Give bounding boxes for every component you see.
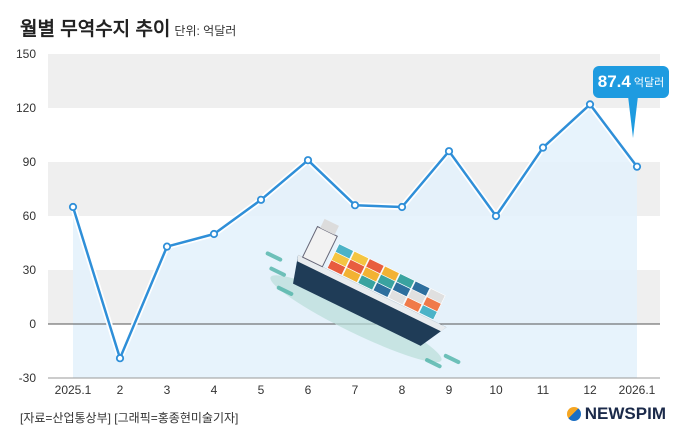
ship-bridge (301, 225, 338, 268)
x-tick-label: 10 (489, 383, 503, 397)
cargo-container (411, 280, 431, 297)
x-tick-label: 8 (399, 383, 406, 397)
area-fill (73, 104, 637, 379)
data-point (115, 354, 125, 363)
data-point (397, 202, 407, 212)
data-point (444, 147, 454, 156)
cargo-container (350, 250, 370, 267)
ship-wave-dash (265, 251, 283, 262)
cargo-container (334, 243, 354, 260)
cargo-container (426, 288, 446, 305)
ship-wave-dash (276, 285, 294, 296)
ship-wave-dash (425, 358, 442, 369)
y-tick-label: 150 (16, 47, 36, 61)
logo-text: NEWSPIM (584, 404, 666, 423)
x-tick-label: 2 (117, 383, 124, 397)
last-value-callout: 87.4 억달러 (593, 66, 669, 98)
cargo-container (380, 265, 400, 282)
cargo-container (395, 273, 416, 290)
source-credit: [자료=산업통상부] [그래픽=홍종현미술기자] (20, 411, 239, 425)
chart-title: 월별 무역수지 추이 단위: 억달러 (20, 14, 236, 41)
x-tick-label: 6 (305, 383, 312, 397)
y-tick-label: 0 (29, 317, 36, 331)
x-tick-label: 7 (352, 383, 359, 397)
x-tick-label: 2026.1 (619, 383, 656, 397)
x-tick-label: 11 (537, 383, 550, 397)
newspim-logo: NEWSPIM (566, 404, 666, 424)
x-tick-label: 12 (583, 383, 597, 397)
y-tick-label: -30 (19, 371, 37, 385)
ship-wave-dash (443, 353, 461, 365)
data-point (303, 156, 313, 165)
ship-wave-dash (269, 266, 286, 277)
cargo-ship-illustration (265, 218, 461, 369)
data-point (585, 100, 595, 109)
callout-tail (628, 96, 638, 138)
data-point (350, 201, 360, 210)
data-point (256, 195, 266, 204)
callout-unit: 억달러 (633, 77, 665, 89)
data-point (538, 143, 548, 152)
y-tick-label: 60 (23, 209, 37, 223)
x-tick-label: 9 (446, 383, 453, 397)
y-tick-label: 120 (16, 101, 36, 115)
data-point (68, 202, 78, 212)
ship-wake (270, 275, 442, 363)
y-tick-label: 90 (23, 155, 37, 169)
ship-deck-edge (297, 254, 447, 332)
data-point (491, 211, 501, 221)
x-tick-label: 5 (258, 383, 265, 397)
logo-icon (566, 407, 581, 421)
data-point (632, 162, 642, 171)
unit-label: 단위: 억달러 (174, 24, 237, 38)
x-tick-label: 2025.1 (55, 383, 92, 397)
x-tick-label: 4 (211, 383, 218, 397)
grid-band (48, 54, 660, 108)
data-point (162, 242, 172, 251)
x-tick-label: 3 (164, 383, 171, 397)
y-tick-label: 30 (23, 263, 37, 277)
chart-title-text: 월별 무역수지 추이 (20, 19, 171, 40)
cargo-container (365, 258, 385, 275)
data-point (209, 229, 219, 239)
callout-value: 87.4 (597, 72, 631, 91)
ship-bridge-top (320, 218, 339, 235)
